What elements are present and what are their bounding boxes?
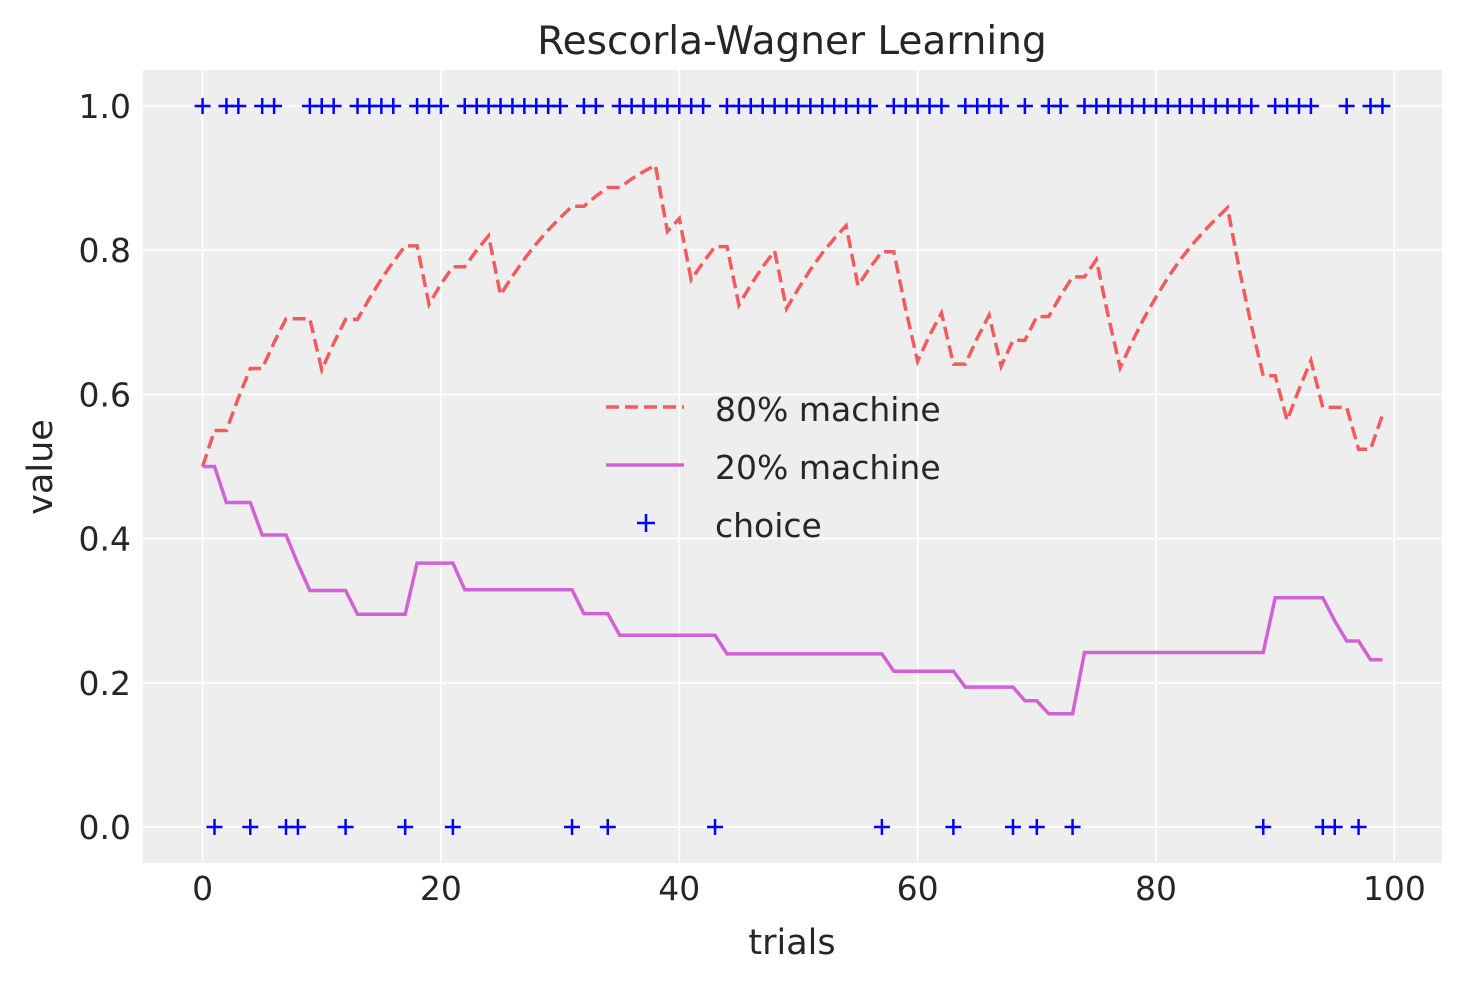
choice-marker — [1350, 818, 1367, 835]
legend-label-20-machine: 20% machine — [715, 448, 941, 487]
x-tick-label: 20 — [420, 869, 462, 908]
choice-marker — [1064, 818, 1081, 835]
series-80-machine — [200, 162, 1385, 468]
choice-marker — [385, 98, 402, 115]
x-tick-labels: 0 20 40 60 80 100 — [192, 869, 1426, 908]
choice-marker — [599, 818, 616, 835]
series-choice — [194, 98, 1391, 835]
x-axis-label: trials — [748, 923, 835, 963]
x-tick-label: 60 — [897, 869, 939, 908]
choice-marker — [432, 98, 449, 115]
choice-marker — [242, 818, 259, 835]
line-80-machine — [200, 162, 1385, 468]
choice-marker — [1004, 818, 1021, 835]
choice-marker — [289, 818, 306, 835]
line-20-machine — [202, 464, 1383, 716]
choice-marker — [206, 818, 223, 835]
chart-title: Rescorla-Wagner Learning — [537, 19, 1046, 64]
choice-marker — [587, 98, 604, 115]
choice-marker — [945, 818, 962, 835]
plot-background — [143, 70, 1442, 863]
choice-marker — [1374, 98, 1391, 115]
choice-marker — [337, 818, 354, 835]
x-tick-label: 80 — [1135, 869, 1177, 908]
choice-marker — [397, 818, 414, 835]
x-tick-label: 40 — [658, 869, 700, 908]
choice-marker — [1255, 818, 1272, 835]
y-tick-label: 0.0 — [79, 808, 131, 847]
choice-marker — [861, 98, 878, 115]
choice-marker — [1052, 98, 1069, 115]
choice-marker — [1338, 98, 1355, 115]
series-20-machine — [202, 464, 1383, 716]
legend-label-80-machine: 80% machine — [715, 390, 941, 429]
choice-marker — [1302, 98, 1319, 115]
choice-marker — [933, 98, 950, 115]
y-tick-label: 0.2 — [79, 664, 131, 703]
choice-marker — [1028, 818, 1045, 835]
choice-marker — [325, 98, 342, 115]
choice-marker — [993, 98, 1010, 115]
x-tick-label: 100 — [1363, 869, 1426, 908]
y-tick-label: 0.6 — [79, 375, 131, 414]
choice-marker — [552, 98, 569, 115]
y-axis-label: value — [21, 419, 61, 515]
legend-swatch-choice — [637, 514, 655, 532]
legend: 80% machine 20% machine choice — [606, 390, 941, 545]
choice-marker — [266, 98, 283, 115]
choice-marker — [695, 98, 712, 115]
y-tick-label: 0.4 — [79, 520, 131, 559]
y-tick-labels: 0.0 0.2 0.4 0.6 0.8 1.0 — [79, 87, 131, 847]
choice-marker — [444, 818, 461, 835]
choice-marker — [230, 98, 247, 115]
choice-marker — [194, 98, 211, 115]
x-tick-label: 0 — [192, 869, 213, 908]
y-tick-label: 1.0 — [79, 87, 131, 126]
choice-marker — [873, 818, 890, 835]
choice-marker — [1016, 98, 1033, 115]
legend-label-choice: choice — [715, 506, 822, 545]
choice-marker — [1243, 98, 1260, 115]
choice-marker — [707, 818, 724, 835]
choice-marker — [564, 818, 581, 835]
y-tick-label: 0.8 — [79, 231, 131, 270]
choice-marker — [1326, 818, 1343, 835]
